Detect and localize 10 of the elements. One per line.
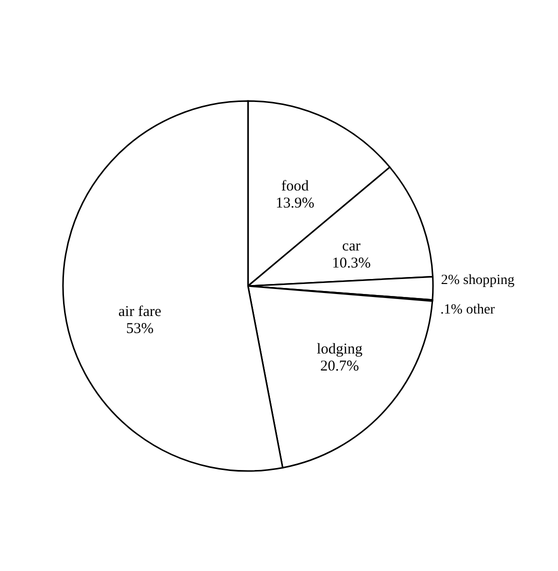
- data-label: 13.9%: [276, 195, 314, 212]
- data-label: 53%: [126, 320, 154, 337]
- slice-label: food: [281, 178, 310, 194]
- slice-label: lodging: [316, 342, 364, 358]
- data-label: 20.7%: [320, 358, 359, 375]
- data-label: 10.3%: [332, 255, 371, 272]
- slice-label: 2% shopping: [440, 272, 514, 288]
- slice-label: .1% other: [440, 302, 496, 318]
- slice-label: air fare: [118, 304, 162, 320]
- slice-label: car: [342, 238, 360, 254]
